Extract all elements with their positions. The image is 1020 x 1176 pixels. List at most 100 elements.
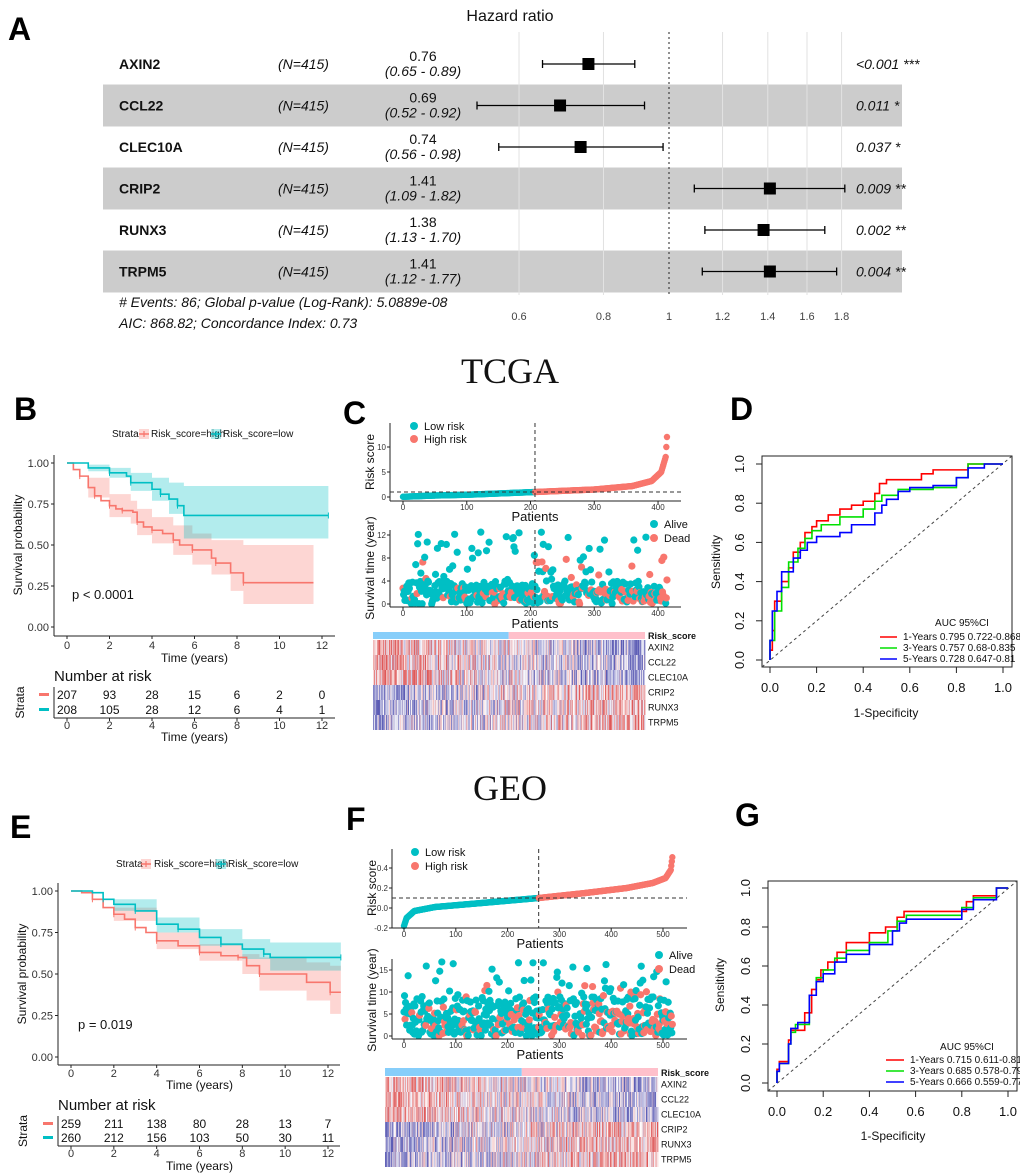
- heatmap-cell: [441, 640, 443, 655]
- heatmap-cell: [438, 715, 440, 730]
- heatmap-cell: [495, 685, 497, 700]
- heatmap-cell: [416, 1077, 417, 1092]
- expression-heatmap: Risk_scoreAXIN2CCL22CLEC10ACRIP2RUNX3TRP…: [373, 631, 696, 730]
- heatmap-cell: [480, 640, 482, 655]
- heatmap-cell: [375, 685, 377, 700]
- heatmap-cell: [571, 700, 573, 715]
- heatmap-cell: [415, 685, 417, 700]
- heatmap-cell: [442, 655, 444, 670]
- heatmap-cell: [373, 670, 375, 685]
- heatmap-cell: [384, 655, 386, 670]
- heatmap-cell: [498, 685, 500, 700]
- heatmap-cell: [544, 640, 546, 655]
- heatmap-cell: [496, 715, 498, 730]
- heatmap-cell: [421, 640, 423, 655]
- heatmap-cell: [486, 700, 488, 715]
- heatmap-cell: [627, 715, 629, 730]
- heatmap-cell: [592, 700, 594, 715]
- heatmap-cell: [570, 700, 572, 715]
- heatmap-cell: [481, 640, 483, 655]
- heatmap-cell: [412, 715, 414, 730]
- heatmap-cell: [486, 670, 488, 685]
- heatmap-cell: [579, 700, 581, 715]
- heatmap-cell: [554, 640, 556, 655]
- heatmap-cell: [377, 655, 379, 670]
- heatmap-cell: [414, 715, 416, 730]
- heatmap-cell: [409, 715, 411, 730]
- heatmap-cell: [546, 640, 547, 655]
- heatmap-cell: [429, 1077, 431, 1092]
- heatmap-cell: [424, 700, 426, 715]
- heatmap-cell: [522, 655, 524, 670]
- heatmap-cell: [476, 1077, 478, 1092]
- heatmap-cell: [566, 685, 568, 700]
- heatmap-cell: [489, 655, 490, 670]
- dead-patient-point: [542, 564, 550, 573]
- heatmap-cell: [497, 655, 499, 670]
- heatmap-cell: [471, 700, 473, 715]
- heatmap-cell: [413, 1077, 415, 1092]
- heatmap-cell: [443, 700, 445, 715]
- heatmap-cell: [641, 700, 643, 715]
- heatmap-cell: [619, 640, 621, 655]
- heatmap-cell: [450, 685, 452, 700]
- heatmap-cell: [556, 685, 558, 700]
- heatmap-cell: [506, 715, 508, 730]
- x-axis-label: Patients: [517, 936, 564, 951]
- hazard-ratio-marker: [763, 182, 776, 195]
- sample-size: (N=415): [278, 139, 329, 155]
- heatmap-cell: [380, 640, 382, 655]
- heatmap-cell: [450, 640, 452, 655]
- heatmap-cell: [627, 670, 629, 685]
- heatmap-cell: [411, 715, 413, 730]
- dead-patient-point: [595, 571, 603, 579]
- heatmap-cell: [613, 700, 615, 715]
- heatmap-cell: [570, 715, 572, 730]
- x-tick-label: 0: [64, 640, 70, 652]
- heatmap-cell: [518, 655, 520, 670]
- heatmap-cell: [436, 655, 438, 670]
- heatmap-cell: [435, 715, 437, 730]
- heatmap-cell: [497, 1077, 498, 1092]
- heatmap-cell: [581, 700, 583, 715]
- x-tick-label: 1.2: [715, 311, 730, 323]
- heatmap-cell: [410, 1077, 412, 1092]
- heatmap-cell: [443, 1077, 445, 1092]
- heatmap-cell: [636, 670, 638, 685]
- heatmap-cell: [635, 670, 637, 685]
- heatmap-cell: [572, 715, 574, 730]
- heatmap-cell: [603, 655, 605, 670]
- heatmap-cell: [580, 700, 582, 715]
- heatmap-cell: [632, 670, 634, 685]
- heatmap-cell: [635, 655, 637, 670]
- x-tick-label: 4: [154, 1148, 160, 1160]
- heatmap-cell: [528, 640, 530, 655]
- heatmap-cell: [583, 670, 585, 685]
- heatmap-cell: [501, 715, 503, 730]
- heatmap-cell: [487, 685, 489, 700]
- heatmap-cell: [479, 685, 481, 700]
- heatmap-cell: [480, 1077, 482, 1092]
- heatmap-cell: [625, 655, 627, 670]
- heatmap-cell: [563, 670, 565, 685]
- heatmap-cell: [374, 670, 376, 685]
- heatmap-cell: [418, 685, 420, 700]
- heatmap-cell: [544, 670, 546, 685]
- heatmap-cell: [523, 655, 525, 670]
- heatmap-cell: [576, 670, 578, 685]
- heatmap-cell: [544, 640, 546, 655]
- heatmap-cell: [486, 715, 488, 730]
- heatmap-cell: [629, 640, 631, 655]
- heatmap-cell: [622, 715, 624, 730]
- heatmap-cell: [470, 700, 472, 715]
- heatmap-cell: [422, 1077, 424, 1092]
- heatmap-cell: [551, 640, 553, 655]
- heatmap-cell: [583, 655, 585, 670]
- heatmap-cell: [629, 685, 631, 700]
- heatmap-cell: [588, 715, 590, 730]
- heatmap-cell: [641, 670, 643, 685]
- heatmap-cell: [477, 670, 479, 685]
- heatmap-cell: [612, 655, 614, 670]
- heatmap-cell: [536, 655, 538, 670]
- heatmap-cell: [472, 670, 474, 685]
